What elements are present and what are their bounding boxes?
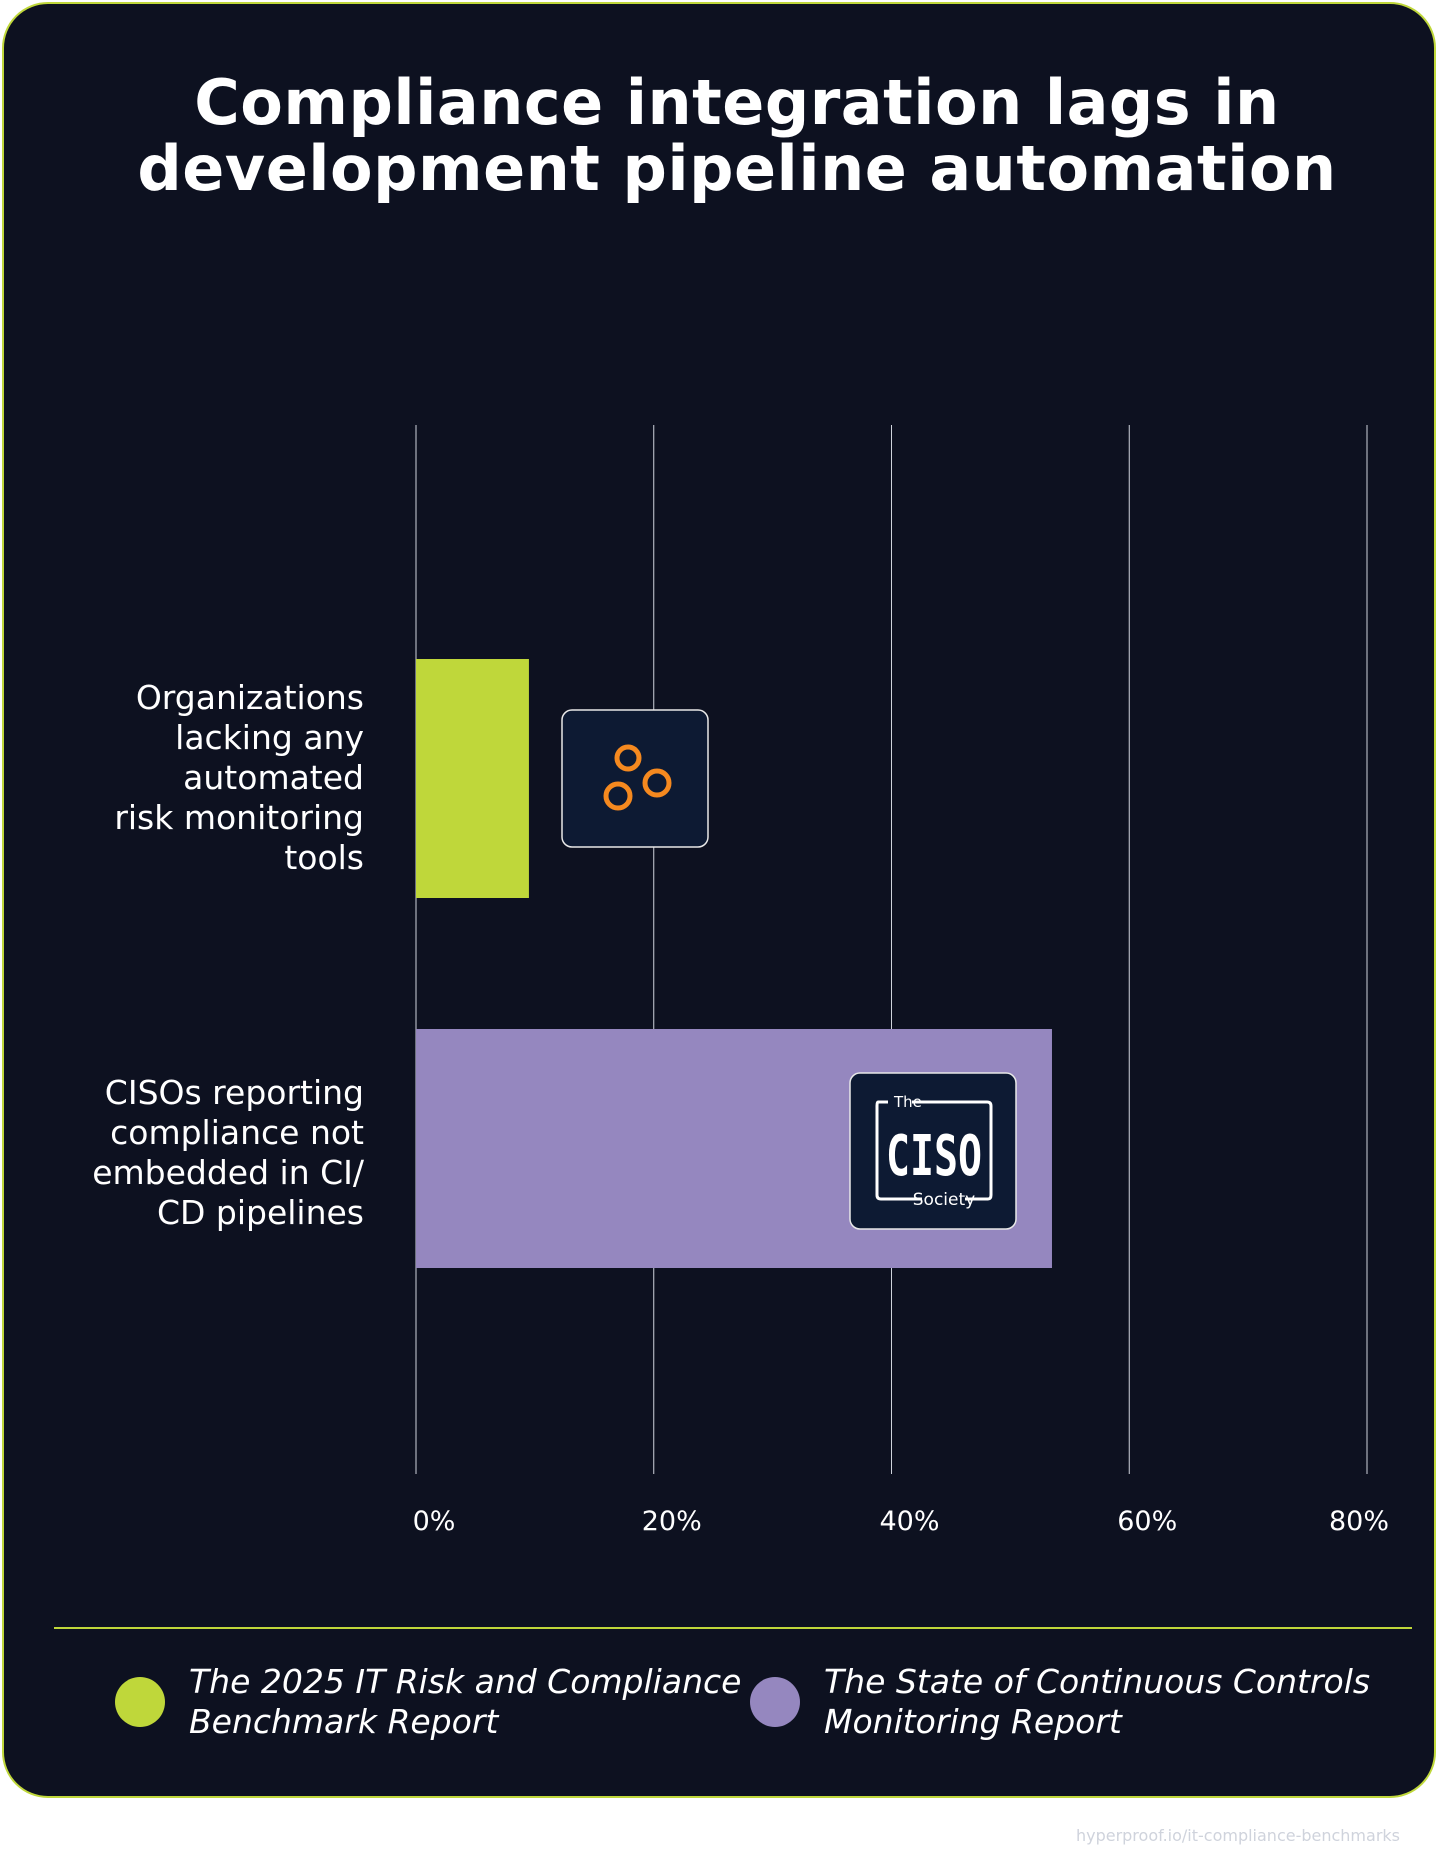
- category-label-1-line: risk monitoring: [114, 798, 364, 837]
- legend-label-1-line: Benchmark Report: [189, 1702, 499, 1741]
- category-label-2-line: compliance not: [110, 1113, 364, 1152]
- x-tick-label: 80%: [1329, 1506, 1389, 1537]
- bar-1: [416, 659, 529, 898]
- category-label-1-line: tools: [284, 838, 364, 877]
- title-line-2: development pipeline automation: [137, 132, 1337, 205]
- legend-label-2: The State of Continuous Controls Monitor…: [824, 1662, 1370, 1742]
- gridlines: [415, 425, 1368, 1474]
- x-tick-label: 40%: [879, 1506, 939, 1537]
- category-label-2-line: embedded in CI/: [92, 1153, 364, 1192]
- ciso-society-logo-icon: The CISO Society: [849, 1072, 1017, 1230]
- category-label-2-line: CD pipelines: [156, 1193, 364, 1232]
- ciso-main-text: CISO: [886, 1124, 982, 1189]
- ciso-small-text: The: [893, 1093, 922, 1111]
- x-tick-label: 20%: [642, 1506, 702, 1537]
- x-tick-labels: 0% 20% 40% 60% 80%: [413, 1506, 1389, 1537]
- legend-swatch-purple: [750, 1677, 800, 1727]
- category-label-1-line: automated: [183, 758, 364, 797]
- x-tick-label: 0%: [413, 1506, 456, 1537]
- category-label-1-line: Organizations: [135, 678, 364, 717]
- title-line-1: Compliance integration lags in: [194, 66, 1280, 139]
- legend-item-1: The 2025 IT Risk and Compliance Benchmar…: [115, 1662, 741, 1742]
- legend-label-1: The 2025 IT Risk and Compliance Benchmar…: [189, 1662, 741, 1742]
- chart-card: [2, 2, 1436, 1798]
- category-label-2-line: CISOs reporting: [104, 1073, 364, 1112]
- category-label-1-line: lacking any: [175, 718, 364, 757]
- chart-title: Compliance integration lags in developme…: [0, 70, 1440, 202]
- legend-label-2-line: Monitoring Report: [824, 1702, 1122, 1741]
- legend-label-2-line: The State of Continuous Controls: [824, 1662, 1371, 1701]
- category-label-2: CISOs reporting compliance not embedded …: [92, 1073, 364, 1233]
- footer-url: hyperproof.io/it-compliance-benchmarks: [1075, 1826, 1400, 1845]
- legend-item-2: The State of Continuous Controls Monitor…: [750, 1662, 1370, 1742]
- three-circles-logo-icon: [561, 709, 709, 848]
- legend-label-1-line: The 2025 IT Risk and Compliance: [189, 1662, 742, 1701]
- x-tick-label: 60%: [1117, 1506, 1177, 1537]
- legend-swatch-green: [115, 1677, 165, 1727]
- legend-divider: [54, 1627, 1412, 1629]
- category-label-1: Organizations lacking any automated risk…: [114, 678, 364, 878]
- ciso-sub-text: Society: [913, 1190, 975, 1210]
